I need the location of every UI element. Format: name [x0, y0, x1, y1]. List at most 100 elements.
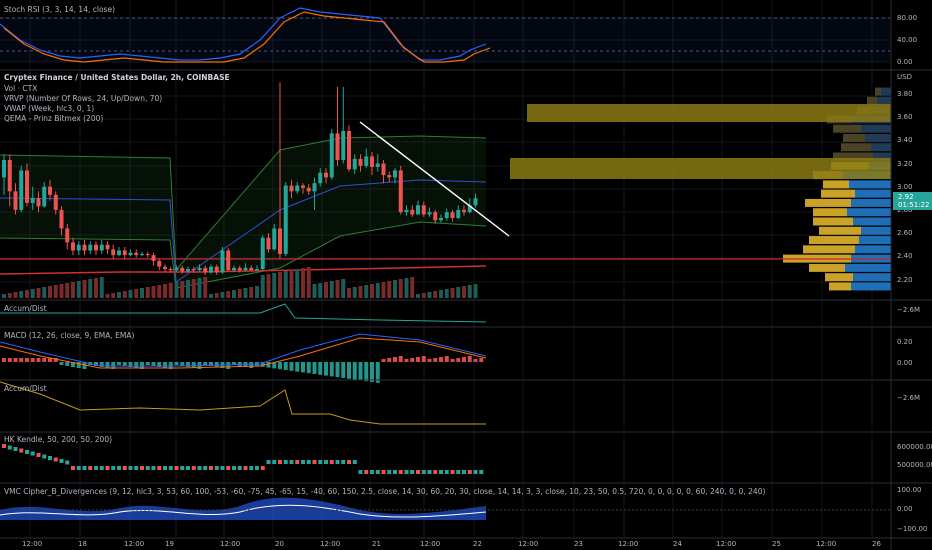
macd-histogram-bar — [462, 357, 466, 362]
candle-body — [111, 249, 116, 256]
hk-candle — [398, 470, 403, 474]
last-price-value: 2.92 — [898, 193, 914, 201]
volume-bar — [214, 293, 219, 298]
volume-bar — [30, 289, 35, 298]
time-axis-label: 12:00 — [420, 540, 440, 548]
indicator-vol-label[interactable]: Vol · CTX — [4, 84, 37, 93]
indicator-panes[interactable] — [0, 303, 890, 520]
stoch-band — [0, 18, 890, 62]
macd-histogram-bar — [203, 362, 208, 365]
candle-body — [335, 133, 340, 160]
vmc-label[interactable]: VMC Cipher_B_Divergences (9, 12, hlc3, 3… — [4, 487, 765, 496]
hk-label[interactable]: HK Kendle, 50, 200, 50, 200) — [4, 435, 112, 444]
hk-candle — [186, 466, 190, 470]
vwap-lower-band — [0, 221, 487, 289]
time-axis-label: 12:00 — [320, 540, 340, 548]
volume-bar — [295, 269, 300, 298]
candle-body — [387, 175, 392, 178]
stoch-axis-0: 0.00 — [897, 58, 913, 66]
symbol-title[interactable]: Cryptex Finance / United States Dollar, … — [4, 73, 230, 82]
macd-histogram-bar — [427, 359, 432, 362]
vrvp-row-up — [855, 245, 891, 254]
vmc-axis-100: 100.00 — [897, 486, 922, 494]
macd-histogram-bar — [145, 362, 150, 365]
hk-candle — [65, 460, 70, 465]
time-axis-label: 12:00 — [716, 540, 736, 548]
macd-histogram-bar — [48, 358, 52, 362]
indicator-qema-label[interactable]: QEMA - Prinz Bitmex (200) — [4, 114, 103, 123]
price-axis[interactable]: 80.00 40.00 0.00 USD 3.80 3.60 3.40 3.20… — [893, 14, 932, 533]
candle-body — [312, 183, 317, 192]
volume-bar — [381, 282, 386, 298]
candle-body — [36, 198, 41, 207]
price-axis-3.60: 3.60 — [897, 113, 913, 121]
volume-bar — [467, 285, 472, 298]
accum-dist-2-label[interactable]: Accum/Dist — [4, 384, 47, 393]
hk-candle — [19, 448, 24, 453]
vrvp-row-down — [821, 189, 855, 198]
candle-body — [433, 212, 438, 221]
volume-bar — [145, 287, 150, 298]
accum-dist-label[interactable]: Accum/Dist — [4, 304, 47, 313]
hk-candle — [249, 466, 254, 470]
hk-candle — [329, 460, 334, 464]
hk-candle — [88, 466, 93, 470]
macd-histogram-bar — [266, 362, 271, 368]
vrvp-poc-block — [527, 104, 891, 122]
macd-label[interactable]: MACD (12, 26, close, 9, EMA, EMA) — [4, 331, 134, 340]
hk-candle — [335, 460, 340, 464]
volume-bar — [99, 277, 104, 298]
candle-body — [25, 170, 29, 203]
time-axis-label: 20 — [275, 540, 284, 548]
indicator-vwap-label[interactable]: VWAP (Week, hlc3, 0, 1) — [4, 104, 94, 113]
candle-body — [13, 191, 18, 210]
macd-histogram-bar — [433, 358, 438, 362]
macd-histogram-bar — [416, 357, 420, 362]
trendline[interactable] — [359, 121, 510, 237]
price-axis-2.40: 2.40 — [897, 252, 913, 260]
price-pane[interactable] — [0, 82, 891, 298]
time-axis-label: 19 — [165, 540, 174, 548]
candle-body — [467, 205, 472, 213]
candle-body — [197, 267, 202, 271]
volume-bar — [65, 283, 70, 298]
volume-bar — [249, 287, 254, 298]
candle-body — [295, 185, 300, 192]
vrvp-row-down — [813, 217, 853, 226]
candle-body — [243, 267, 248, 271]
hk-candle — [462, 470, 466, 474]
candle-body — [473, 198, 478, 206]
volume-bar — [168, 283, 173, 298]
candle-body — [404, 209, 409, 213]
macd-histogram-bar — [479, 358, 484, 362]
price-axis-3.20: 3.20 — [897, 160, 913, 168]
macd-histogram-bar — [13, 358, 18, 362]
accum-dist-2-line — [0, 381, 486, 425]
stoch-label[interactable]: Stoch RSI (3, 3, 14, 14, close) — [4, 5, 115, 14]
candle-body — [260, 237, 265, 270]
volume-bar — [393, 280, 397, 298]
stoch-rsi-pane[interactable] — [0, 7, 890, 63]
hk-candle — [444, 470, 449, 474]
price-axis-3.80: 3.80 — [897, 90, 913, 98]
hk-candle — [168, 466, 173, 470]
time-axis-label: 12:00 — [816, 540, 836, 548]
macd-histogram-bar — [53, 358, 58, 362]
vrvp-row-down — [809, 236, 859, 245]
candle-body — [19, 170, 24, 210]
price-axis-3.40: 3.40 — [897, 136, 913, 144]
time-axis-label: 12:00 — [22, 540, 42, 548]
candle-body — [358, 158, 363, 166]
time-axis[interactable]: 12:00 18 12:00 19 12:00 20 12:00 21 12:00 22 12:00… — [22, 540, 881, 548]
macd-histogram-bar — [306, 362, 311, 374]
hk-candle — [122, 466, 127, 470]
hk-candle — [381, 470, 386, 474]
volume-bar — [94, 278, 98, 298]
macd-histogram-bar — [174, 362, 179, 365]
hk-candle — [128, 466, 133, 470]
volume-bar — [111, 293, 116, 298]
indicator-vrvp-label[interactable]: VRVP (Number Of Rows, 24, Up/Down, 70) — [4, 94, 162, 103]
hk-candle — [30, 451, 35, 456]
